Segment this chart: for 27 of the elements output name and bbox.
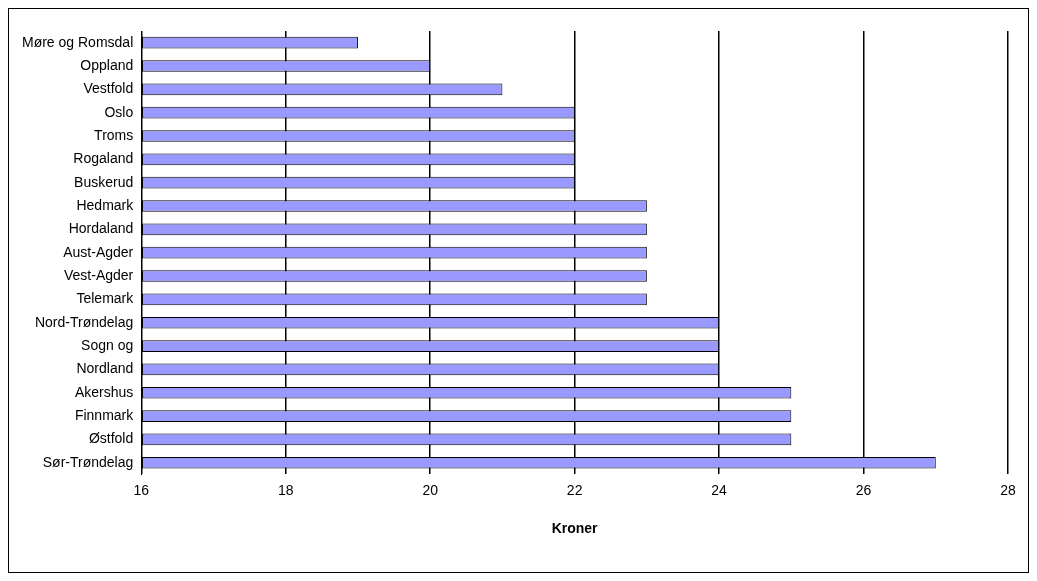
y-tick-label: Rogaland bbox=[73, 150, 134, 167]
x-tick-label: 18 bbox=[277, 481, 294, 498]
y-tick-label: Oslo bbox=[104, 103, 134, 120]
y-tick-label: Hordaland bbox=[68, 220, 134, 237]
y-tick-label: Sør-Trøndelag bbox=[42, 453, 134, 470]
x-tick-label: 16 bbox=[133, 481, 150, 498]
y-tick-label: Nord-Trøndelag bbox=[34, 313, 134, 330]
y-tick-label: Nordland bbox=[76, 360, 134, 377]
x-tick-label: 28 bbox=[1000, 481, 1016, 498]
y-tick-label: Østfold bbox=[88, 430, 134, 447]
y-tick-label: Sogn og bbox=[81, 336, 134, 353]
y-tick-label: Aust-Agder bbox=[63, 243, 134, 260]
y-tick-label: Akershus bbox=[74, 383, 134, 400]
y-tick-label: Oppland bbox=[80, 56, 134, 73]
x-tick-label: 26 bbox=[855, 481, 872, 498]
x-tick-label: 22 bbox=[566, 481, 583, 498]
y-tick-label: Møre og Romsdal bbox=[21, 33, 134, 50]
x-tick-label: 24 bbox=[711, 481, 728, 498]
y-tick-label: Telemark bbox=[76, 290, 135, 307]
y-tick-label: Troms bbox=[94, 126, 134, 143]
y-tick-label: Vestfold bbox=[83, 80, 134, 97]
x-tick-label: 20 bbox=[422, 481, 439, 498]
y-tick-label: Buskerud bbox=[74, 173, 134, 190]
x-axis-title: Kroner bbox=[551, 520, 599, 537]
y-tick-label: Hedmark bbox=[76, 196, 135, 213]
y-tick-label: Finnmark bbox=[74, 406, 135, 423]
y-tick-label: Vest-Agder bbox=[63, 266, 134, 283]
